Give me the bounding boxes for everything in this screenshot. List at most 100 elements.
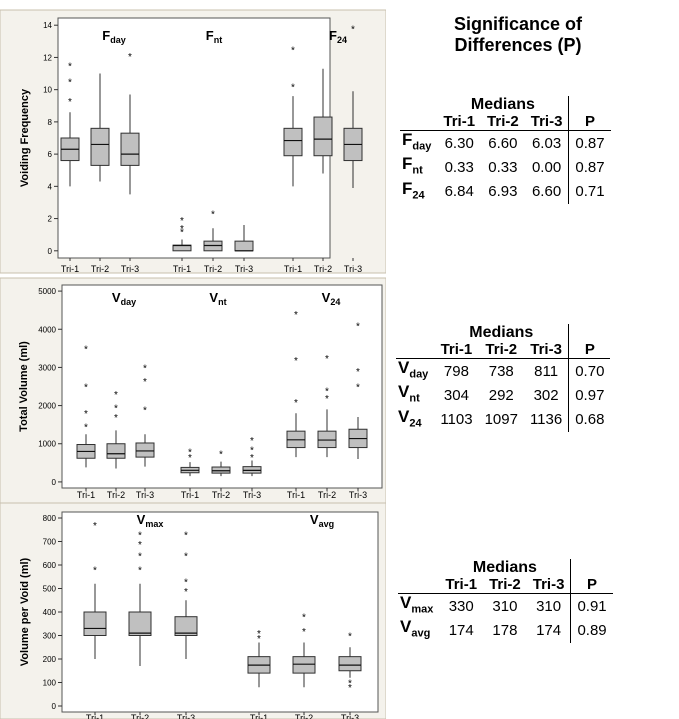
x-tick-label: Tri-2 bbox=[204, 264, 222, 274]
outlier-point: * bbox=[180, 227, 184, 238]
medians-table-total-volume: Medians Tri-1 Tri-2 Tri-3 P Vday 798 738 811 0.70… bbox=[396, 324, 611, 433]
table-row: Fnt 0.33 0.33 0.00 0.87 bbox=[400, 154, 611, 180]
box-F24-Tri-1: ** bbox=[283, 45, 303, 187]
y-tick-label: 4000 bbox=[38, 325, 56, 334]
outlier-point: * bbox=[114, 390, 118, 401]
box-F24-Tri-2 bbox=[313, 68, 333, 174]
x-tick-label: Tri-1 bbox=[173, 264, 191, 274]
row-label: Fnt bbox=[402, 154, 423, 177]
table-row: Vnt 304 292 302 0.97 bbox=[396, 383, 611, 408]
outlier-point: * bbox=[84, 409, 88, 420]
box-Vmax-Tri-3: **** bbox=[174, 530, 198, 659]
y-tick-label: 500 bbox=[43, 585, 57, 594]
group-label: V24 bbox=[322, 290, 341, 307]
y-tick-label: 100 bbox=[43, 679, 57, 688]
box-F24-Tri-3: * bbox=[343, 24, 363, 188]
x-tick-label: Tri-3 bbox=[177, 713, 195, 719]
outlier-point: * bbox=[68, 97, 72, 108]
plot-area bbox=[61, 511, 379, 713]
x-tick-label: Tri-3 bbox=[341, 713, 359, 719]
outlier-point: * bbox=[356, 367, 360, 378]
y-tick-label: 600 bbox=[43, 561, 57, 570]
x-tick-label: Tri-3 bbox=[243, 490, 261, 500]
median-value: 6.84 bbox=[444, 183, 474, 201]
column-header: Tri-2 bbox=[483, 576, 527, 594]
outlier-point: * bbox=[184, 552, 188, 563]
column-header: Tri-1 bbox=[439, 576, 484, 594]
outlier-point: * bbox=[84, 383, 88, 394]
box-Vavg-Tri-3: *** bbox=[338, 632, 362, 694]
outlier-point: * bbox=[128, 52, 132, 63]
outlier-point: * bbox=[84, 423, 88, 434]
group-label: Fday bbox=[102, 28, 125, 45]
row-label: Vmax bbox=[400, 593, 434, 616]
x-tick-label: Tri-1 bbox=[86, 713, 104, 719]
outlier-point: * bbox=[356, 383, 360, 394]
outlier-point: * bbox=[143, 405, 147, 416]
box-V24-Tri-3: * * * bbox=[348, 321, 368, 460]
outlier-point: * bbox=[291, 82, 295, 93]
x-tick-label: Tri-3 bbox=[349, 490, 367, 500]
medians-table-frequency: Medians Tri-1 Tri-2 Tri-3 P Fday 6.30 6.60 6.03 0… bbox=[400, 96, 611, 205]
median-value: 738 bbox=[488, 362, 514, 380]
box-iqr bbox=[234, 240, 254, 252]
box-Vnt-Tri-3: *** bbox=[242, 436, 262, 477]
p-value: 0.91 bbox=[570, 593, 613, 619]
outlier-point: * bbox=[250, 445, 254, 456]
box-Fnt-Tri-3 bbox=[234, 225, 254, 252]
column-header: Tri-3 bbox=[523, 341, 569, 359]
box-iqr bbox=[292, 656, 316, 674]
median-value: 6.93 bbox=[488, 183, 518, 201]
box-Vnt-Tri-2: * bbox=[211, 449, 231, 477]
group-label: Vavg bbox=[310, 512, 334, 529]
outlier-point: * bbox=[257, 634, 261, 645]
outlier-point: * bbox=[138, 566, 142, 577]
group-label: Vnt bbox=[209, 290, 226, 307]
p-value: 0.70 bbox=[568, 358, 611, 384]
box-iqr bbox=[283, 127, 303, 157]
outlier-point: * bbox=[188, 447, 192, 458]
x-tick-label: Tri-3 bbox=[344, 264, 362, 274]
x-tick-label: Tri-2 bbox=[107, 490, 125, 500]
box-Vday-Tri-1: * * * * bbox=[76, 344, 96, 468]
outlier-point: * bbox=[219, 449, 223, 460]
median-value: 304 bbox=[443, 387, 469, 405]
p-value: 0.87 bbox=[568, 155, 611, 180]
outlier-point: * bbox=[184, 530, 188, 541]
x-tick-label: Tri-1 bbox=[284, 264, 302, 274]
median-value: 798 bbox=[443, 362, 469, 380]
median-value: 6.30 bbox=[444, 134, 474, 152]
table-row: Vmax 330 310 310 0.91 bbox=[398, 593, 613, 619]
box-iqr bbox=[90, 127, 110, 166]
median-value: 1097 bbox=[484, 411, 518, 429]
group-label: Vday bbox=[112, 290, 136, 307]
box-Fday-Tri-1: * * * bbox=[60, 61, 80, 187]
column-header: Tri-3 bbox=[524, 113, 569, 131]
medians-header: Medians bbox=[472, 559, 537, 576]
median-value: 310 bbox=[536, 597, 562, 615]
outlier-point: * bbox=[325, 394, 329, 405]
outlier-point: * bbox=[143, 377, 147, 388]
y-axis-label: Total Volume (ml) bbox=[18, 341, 30, 432]
box-iqr bbox=[338, 656, 362, 672]
x-tick-label: Tri-2 bbox=[212, 490, 230, 500]
box-iqr bbox=[317, 430, 337, 449]
outlier-point: * bbox=[138, 540, 142, 551]
x-tick-label: Tri-1 bbox=[181, 490, 199, 500]
x-tick-label: Tri-1 bbox=[250, 713, 268, 719]
median-value: 174 bbox=[448, 622, 474, 640]
outlier-point: * bbox=[93, 566, 97, 577]
y-tick-label: 800 bbox=[43, 514, 57, 523]
outlier-point: * bbox=[291, 45, 295, 56]
box-iqr bbox=[174, 616, 198, 637]
boxplot-chart-3: 0 100 200 300 400 500 600 700 800 Volume per Void… bbox=[0, 502, 386, 719]
table-row: F24 6.84 6.93 6.60 0.71 bbox=[400, 180, 611, 205]
column-header: Tri-1 bbox=[434, 341, 479, 359]
box-iqr bbox=[211, 466, 231, 474]
p-value: 0.68 bbox=[568, 407, 611, 433]
y-tick-label: 700 bbox=[43, 538, 57, 547]
outlier-point: * bbox=[250, 453, 254, 464]
box-iqr bbox=[128, 611, 152, 636]
box-V24-Tri-1: * * * bbox=[286, 310, 306, 458]
